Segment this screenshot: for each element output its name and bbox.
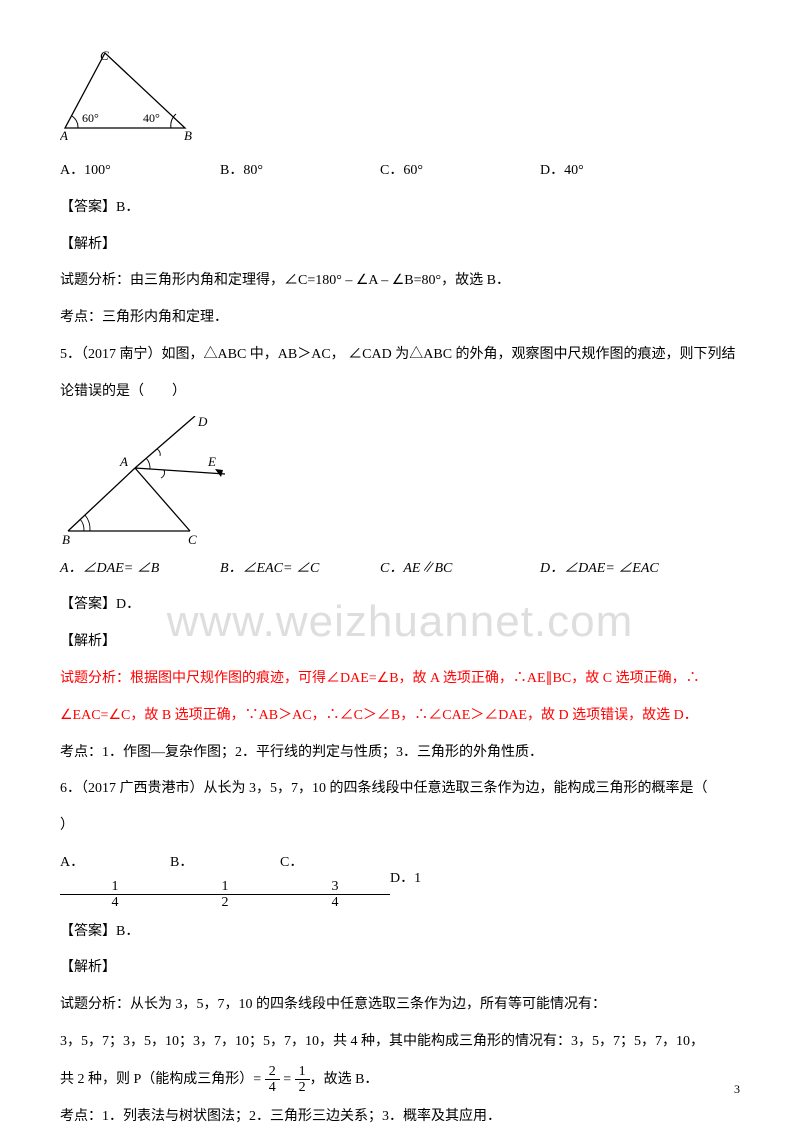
q5-kaodian: 考点：1．作图—复杂作图；2．平行线的判定与性质；3．三角形的外角性质． [60, 738, 740, 769]
q6-option-d: D．1 [390, 864, 500, 895]
q5-option-c: C．AE∥BC [380, 554, 540, 585]
q4-option-d: D．40° [540, 156, 700, 187]
q6-analysis-2: 3，5，7；3，5，10；3，7，10；5，7，10，共 4 种，其中能构成三角… [60, 1027, 740, 1058]
q5-options: A．∠DAE= ∠B B．∠EAC= ∠C C．AE∥BC D．∠DAE= ∠E… [60, 554, 740, 585]
q5-stem-1: 5．（2017 南宁）如图，△ABC 中，AB＞AC， ∠CAD 为△ABC 的… [60, 340, 740, 371]
q4-answer: 【答案】B． [60, 193, 740, 224]
q4-analysis: 试题分析：由三角形内角和定理得，∠C=180° – ∠A – ∠B=80°，故选… [60, 266, 740, 297]
vertex-c: C [100, 48, 109, 63]
q5-option-b: B．∠EAC= ∠C [220, 554, 380, 585]
q6-answer: 【答案】B． [60, 917, 740, 948]
q5-figure: B C A D E [60, 416, 740, 546]
q6-options: A．14 B．12 C．34 D．1 [60, 848, 740, 911]
q6-analysis-3: 共 2 种，则 P（能构成三角形）= 24 = 12，故选 B． [60, 1064, 740, 1096]
q6-stem-2: ） [60, 811, 740, 842]
q4-option-c: C．60° [380, 156, 540, 187]
q6-analysis-1: 试题分析：从长为 3，5，7，10 的四条线段中任意选取三条作为边，所有等可能情… [60, 990, 740, 1021]
q5-analysis-label: 【解析】 [60, 627, 740, 658]
vertex-b: B [184, 128, 192, 143]
q5-analysis-1: 试题分析：根据图中尺规作图的痕迹，可得∠DAE=∠B，故 A 选项正确，∴AE∥… [60, 664, 740, 695]
svg-text:A: A [119, 454, 128, 469]
q4-options: A．100° B．80° C．60° D．40° [60, 156, 740, 187]
q5-option-d: D．∠DAE= ∠EAC [540, 554, 700, 585]
q6-stem-1: 6．（2017 广西贵港市）从长为 3，5，7，10 的四条线段中任意选取三条作… [60, 774, 740, 805]
q4-kaodian: 考点：三角形内角和定理． [60, 303, 740, 334]
page-number: 3 [734, 1076, 740, 1102]
q4-option-a: A．100° [60, 156, 220, 187]
q6-analysis-label: 【解析】 [60, 953, 740, 984]
q5-option-a: A．∠DAE= ∠B [60, 554, 220, 585]
q5-stem-2: 论错误的是（ ） [60, 377, 740, 408]
q5-analysis-2: ∠EAC=∠C，故 B 选项正确，∵AB＞AC，∴∠C＞∠B，∴∠CAE＞∠DA… [60, 701, 740, 732]
svg-text:E: E [207, 454, 216, 469]
q6-option-b: B．12 [170, 848, 280, 911]
angle-a-label: 60° [82, 111, 99, 125]
q6-option-a: A．14 [60, 848, 170, 911]
q6-kaodian: 考点：1．列表法与树状图法；2．三角形三边关系；3．概率及其应用． [60, 1102, 740, 1133]
q4-analysis-label: 【解析】 [60, 230, 740, 261]
q4-option-b: B．80° [220, 156, 380, 187]
vertex-a: A [60, 128, 68, 143]
angle-b-label: 40° [143, 111, 160, 125]
q5-answer: 【答案】D． [60, 590, 740, 621]
svg-text:D: D [197, 416, 208, 429]
svg-text:B: B [62, 532, 70, 546]
q6-option-c: C．34 [280, 848, 390, 911]
svg-text:C: C [188, 532, 197, 546]
q4-triangle-figure: 60° 40° A B C [60, 48, 740, 148]
